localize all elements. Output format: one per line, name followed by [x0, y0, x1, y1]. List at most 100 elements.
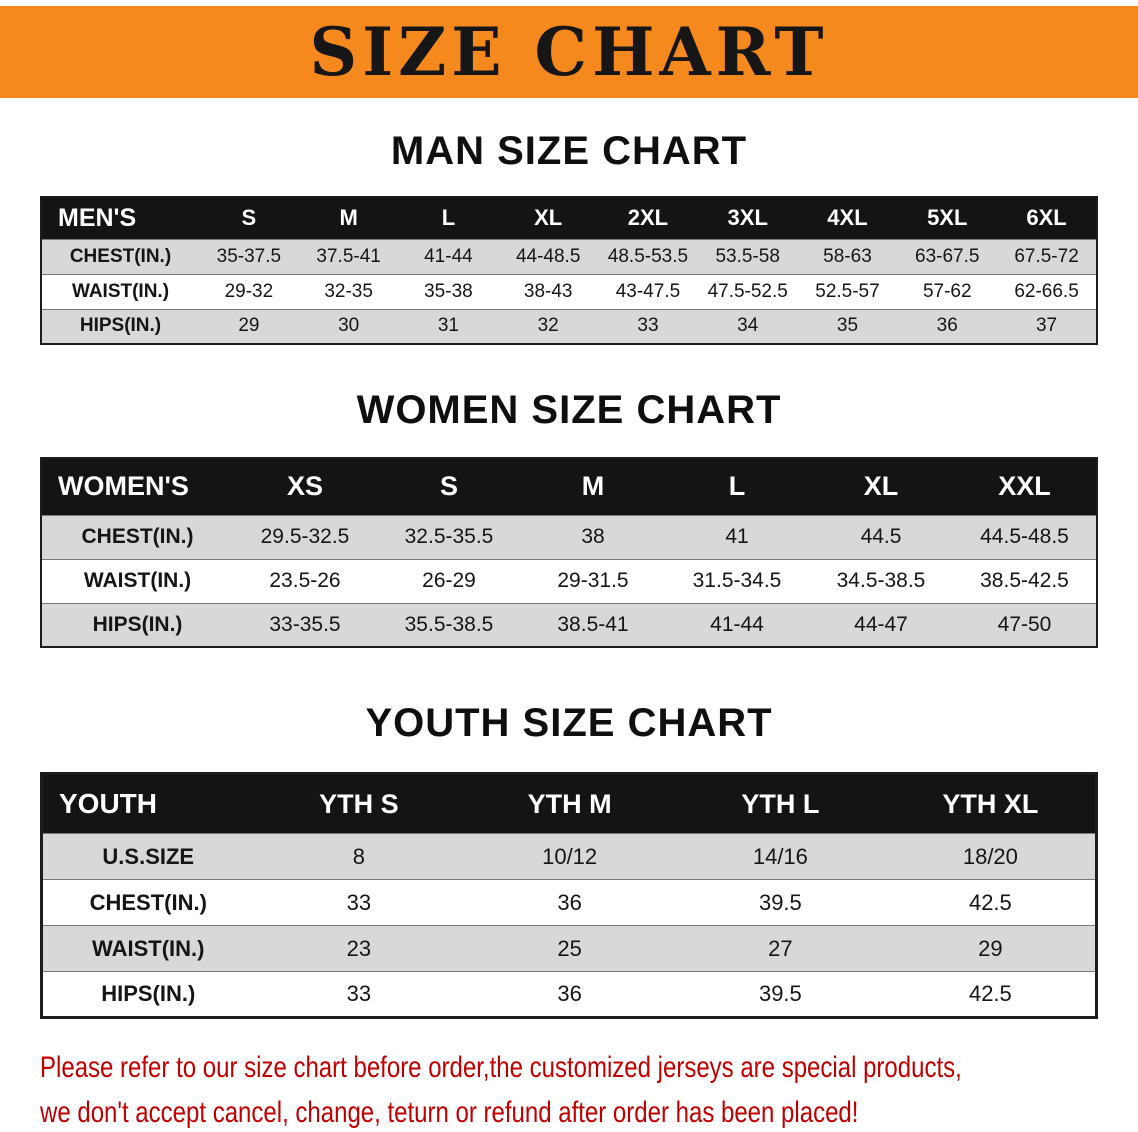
value-cell: 34: [737, 315, 759, 337]
size-header-cell: S: [377, 458, 521, 515]
row-label-cell: WAIST(IN.): [71, 280, 170, 302]
value-cell: 44.5-48.5: [980, 525, 1069, 548]
size-header-cell: M: [521, 458, 665, 515]
youth-size-table: YOUTH YTH S YTH M YTH L YTH XL U.S.SIZE 8 10/12…: [40, 772, 1098, 1019]
value-cell: 38.5-42.5: [980, 569, 1069, 592]
row-label-cell: CHEST(IN.): [69, 245, 172, 267]
value-cell: 34.5-38.5: [836, 569, 926, 592]
value-cell: 42.5: [968, 889, 1012, 915]
notice-line-2: we don't accept cancel, change, teturn o…: [40, 1096, 859, 1129]
size-header-cell: YTH L: [675, 773, 886, 834]
table-row: U.S.SIZE 8 10/12 14/16 18/20: [41, 833, 1097, 880]
table-row: CHEST(IN.) 33 36 39.5 42.5: [41, 879, 1097, 926]
table-row: WAIST(IN.) 29-32 32-35 35-38 38-43 43-47.5 47.…: [41, 274, 1097, 309]
row-label-cell: HIPS(IN.): [92, 612, 183, 636]
row-label-cell: CHEST(IN.): [89, 889, 207, 915]
value-cell: 58-63: [823, 245, 872, 267]
row-label-cell: HIPS(IN.): [79, 315, 162, 337]
value-cell: 48.5-53.5: [607, 245, 689, 267]
value-cell: 37.5-41: [316, 245, 381, 267]
size-header-cell: XXL: [953, 458, 1097, 515]
header-row: MEN'S S M L XL 2XL 3XL 4XL 5XL 6XL: [41, 197, 1097, 239]
value-cell: 29: [978, 935, 1003, 961]
value-cell: 32: [537, 315, 559, 337]
value-cell: 35.5-38.5: [404, 612, 494, 636]
value-cell: 38: [581, 525, 605, 548]
size-header-cell: YTH S: [253, 773, 465, 834]
size-header-cell: 5XL: [897, 197, 998, 239]
table-row: HIPS(IN.) 29 30 31 32 33 34 35 36 37: [41, 309, 1097, 344]
size-header-cell: YTH M: [464, 773, 675, 834]
value-cell: 33: [346, 981, 372, 1006]
women-section-heading: WOMEN SIZE CHART: [356, 388, 782, 432]
size-header-cell: 6XL: [997, 197, 1097, 239]
table-title-cell: YOUTH: [41, 773, 254, 834]
table-row: WAIST(IN.) 23 25 27 29: [41, 925, 1097, 972]
value-cell: 32.5-35.5: [404, 525, 494, 548]
value-cell: 38.5-41: [557, 612, 629, 636]
size-header-cell: 3XL: [697, 197, 798, 239]
banner: SIZE CHART: [0, 6, 1138, 98]
value-cell: 33: [637, 315, 659, 337]
men-size-table: MEN'S S M L XL 2XL 3XL 4XL 5XL 6XL CHEST(IN.) 35-37…: [40, 196, 1098, 345]
value-cell: 57-62: [922, 280, 972, 302]
value-cell: 14/16: [752, 843, 808, 869]
value-cell: 35-37.5: [216, 245, 282, 267]
size-header-cell: XL: [809, 458, 953, 515]
row-label-cell: WAIST(IN.): [92, 935, 205, 961]
row-label-cell: WAIST(IN.): [83, 569, 192, 592]
table-row: HIPS(IN.) 33 36 39.5 42.5: [41, 971, 1097, 1018]
table-row: HIPS(IN.) 33-35.5 35.5-38.5 38.5-41 41-44 44-…: [41, 603, 1097, 647]
size-header-cell: L: [665, 458, 809, 515]
value-cell: 29.5-32.5: [260, 525, 350, 548]
value-cell: 39.5: [758, 981, 802, 1006]
value-cell: 33: [346, 889, 372, 915]
value-cell: 53.5-58: [715, 245, 780, 267]
size-header-cell: S: [199, 197, 299, 239]
value-cell: 35: [836, 315, 859, 337]
value-cell: 44-48.5: [515, 245, 581, 267]
value-cell: 25: [557, 935, 582, 961]
value-cell: 39.5: [758, 889, 802, 915]
value-cell: 35-38: [424, 280, 473, 302]
table-row: WAIST(IN.) 23.5-26 26-29 29-31.5 31.5-34.5 34…: [41, 559, 1097, 603]
value-cell: 18/20: [962, 843, 1018, 869]
women-size-table: WOMEN'S XS S M L XL XXL CHEST(IN.) 29.5-32.5 32.5…: [40, 457, 1098, 648]
value-cell: 63-67.5: [915, 245, 980, 267]
youth-section-heading: YOUTH SIZE CHART: [365, 701, 773, 745]
value-cell: 37: [1035, 315, 1058, 337]
value-cell: 36: [557, 889, 582, 915]
size-header-cell: XS: [233, 458, 377, 515]
value-cell: 23.5-26: [269, 569, 341, 592]
value-cell: 38-43: [523, 280, 573, 302]
section-men: MAN SIZE CHART MEN'S S M L XL 2XL 3XL 4XL 5XL 6XL…: [0, 128, 1138, 345]
table-title-cell: WOMEN'S: [41, 458, 233, 515]
value-cell: 42.5: [968, 981, 1012, 1006]
value-cell: 36: [936, 315, 958, 337]
notice-line-1: Please refer to our size chart before or…: [40, 1051, 962, 1084]
table-title-cell: MEN'S: [41, 197, 199, 239]
value-cell: 67.5-72: [1014, 245, 1079, 267]
section-youth: YOUTH SIZE CHART YOUTH YTH S YTH M YTH L YTH…: [0, 700, 1138, 1019]
value-cell: 41-44: [424, 245, 473, 267]
size-header-cell: M: [298, 197, 399, 239]
value-cell: 44-47: [854, 612, 908, 636]
value-cell: 33-35.5: [269, 612, 341, 636]
value-cell: 62-66.5: [1014, 280, 1079, 302]
value-cell: 44.5: [860, 525, 902, 548]
value-cell: 29-31.5: [557, 569, 629, 592]
value-cell: 31: [437, 315, 459, 337]
value-cell: 8: [352, 843, 365, 869]
section-women: WOMEN SIZE CHART WOMEN'S XS S M L XL XXL CHEST(…: [0, 387, 1138, 648]
value-cell: 31.5-34.5: [692, 569, 782, 592]
header-row: WOMEN'S XS S M L XL XXL: [41, 458, 1097, 515]
value-cell: 29: [238, 315, 260, 337]
row-label-cell: CHEST(IN.): [81, 525, 194, 548]
value-cell: 29-32: [224, 280, 274, 302]
value-cell: 47.5-52.5: [707, 280, 788, 302]
size-header-cell: XL: [498, 197, 599, 239]
value-cell: 27: [768, 935, 793, 961]
value-cell: 36: [557, 981, 582, 1006]
size-header-cell: L: [398, 197, 499, 239]
